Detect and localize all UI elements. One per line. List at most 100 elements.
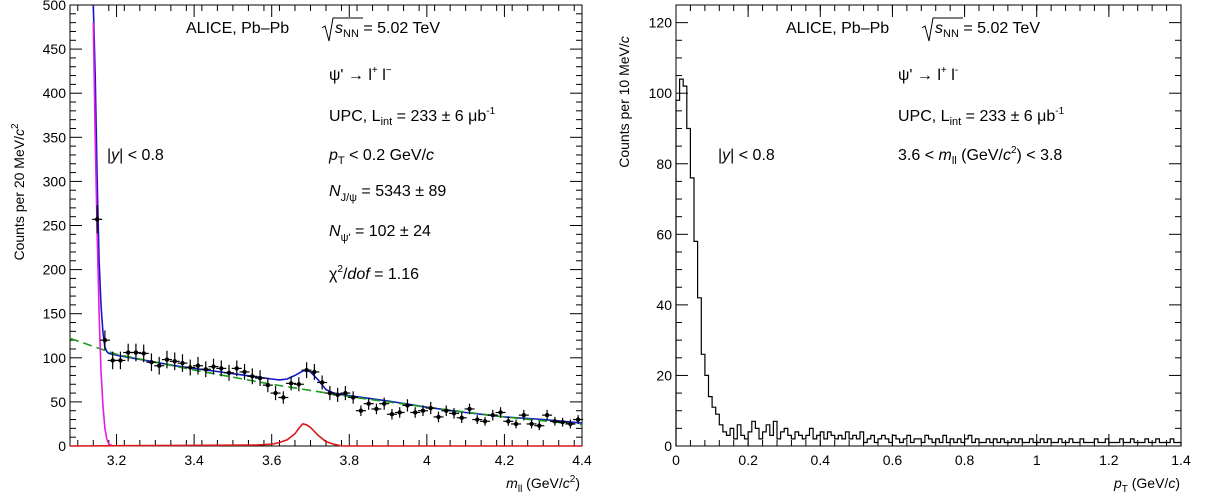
- right-luminosity-annotation: UPC, Lint = 233 ± 6 μb-1: [898, 106, 1065, 128]
- left-x-tick-label: 3.8: [340, 452, 360, 468]
- left-data-marker: [149, 360, 154, 365]
- left-data-point: [449, 408, 459, 419]
- left-data-point: [255, 370, 266, 387]
- left-data-marker: [94, 217, 100, 222]
- right-x-tick-label: 0: [672, 452, 680, 468]
- left-data-marker: [521, 412, 527, 418]
- left-data-point: [146, 353, 157, 372]
- right-x-ticks: 0 0.2 0.4 0.6 0.8 1 1.2 1.4: [672, 5, 1191, 468]
- left-data-point: [286, 376, 297, 391]
- left-data-point: [177, 354, 188, 372]
- left-data-marker: [110, 358, 115, 363]
- left-data-points: [92, 205, 584, 431]
- left-data-point: [386, 408, 397, 420]
- left-data-marker: [203, 367, 208, 372]
- left-energy-annotation: sNN = 5.02 TeV: [321, 17, 440, 42]
- left-data-point: [200, 361, 211, 378]
- left-data-marker: [102, 337, 108, 343]
- left-data-marker: [296, 382, 302, 387]
- left-data-marker: [405, 403, 410, 408]
- left-data-point: [355, 405, 366, 417]
- right-x-tick-label: 1.2: [1099, 452, 1119, 468]
- left-njpsi-annotation: NJ/ψ = 5343 ± 89: [329, 183, 446, 204]
- left-data-marker: [319, 380, 325, 385]
- left-data-point: [379, 397, 390, 410]
- left-data-point: [92, 205, 103, 234]
- left-data-point: [270, 386, 281, 401]
- left-data-point: [402, 399, 413, 412]
- right-y-tick-label: 80: [656, 156, 672, 172]
- left-decay-annotation: ψ' → l+ l−: [329, 65, 392, 84]
- left-system-annotation: ALICE, Pb–Pb: [186, 20, 289, 37]
- left-data-point: [332, 387, 343, 402]
- left-x-tick-label: 3.6: [262, 452, 282, 468]
- left-data-marker: [451, 411, 457, 416]
- left-data-marker: [482, 419, 488, 424]
- left-data-marker: [381, 401, 387, 406]
- left-data-marker: [366, 401, 371, 406]
- left-data-point: [138, 344, 149, 363]
- left-data-marker: [490, 412, 495, 418]
- left-data-point: [216, 360, 227, 377]
- left-data-marker: [265, 382, 271, 388]
- left-data-point: [526, 419, 537, 429]
- left-data-marker: [467, 406, 472, 412]
- left-data-marker: [211, 364, 216, 369]
- left-data-marker: [397, 410, 402, 415]
- left-data-point: [433, 411, 444, 423]
- right-x-tick-label: 0.2: [738, 452, 758, 468]
- left-y-tick-label: 400: [43, 85, 67, 101]
- right-decay-annotation: ψ' → l+ l-: [898, 65, 958, 84]
- left-data-marker: [234, 366, 239, 371]
- svg-text:sNN = 5.02 TeV: sNN = 5.02 TeV: [335, 20, 440, 40]
- jpsi-tail-curve: [92, 22, 114, 447]
- right-x-tick-label: 0.6: [883, 452, 903, 468]
- left-data-marker: [374, 406, 379, 412]
- left-data-marker: [436, 414, 441, 420]
- left-data-point: [511, 419, 522, 429]
- left-data-point: [534, 421, 545, 431]
- left-data-marker: [257, 375, 263, 381]
- left-data-marker: [288, 381, 294, 386]
- right-y-axis-label: Counts per 10 MeV/c: [616, 36, 632, 168]
- left-x-tick-label: 4.2: [495, 452, 515, 468]
- left-luminosity-annotation: UPC, Lint = 233 ± 6 μb-1: [329, 106, 496, 128]
- left-data-marker: [358, 408, 364, 413]
- left-data-point: [456, 412, 467, 424]
- right-y-tick-label: 100: [649, 85, 673, 101]
- left-rapidity-annotation: |y| < 0.8: [107, 147, 164, 164]
- left-x-tick-label: 3.2: [107, 452, 127, 468]
- right-y-tick-label: 40: [656, 297, 672, 313]
- left-data-marker: [513, 421, 519, 427]
- left-data-marker: [444, 408, 449, 413]
- left-y-tick-label: 350: [43, 129, 67, 145]
- left-data-marker: [498, 410, 503, 415]
- left-y-tick-label: 500: [43, 0, 67, 13]
- left-data-point: [324, 386, 335, 401]
- left-data-marker: [413, 410, 418, 415]
- left-y-ticks: 0 50 100 150 200 250 300 350 400 450 500: [43, 0, 582, 454]
- left-x-tick-label: 4: [423, 452, 431, 468]
- right-panel: 0 20 40 60 80 100 120 0 0.2 0.4 0.6 0.8 1 1.2 1.4 Cou…: [616, 4, 1191, 495]
- right-x-axis-label: pT (GeV/c): [1113, 475, 1180, 495]
- right-y-tick-label: 20: [656, 367, 672, 383]
- left-data-marker: [188, 365, 193, 370]
- left-data-marker: [350, 395, 356, 400]
- right-sqrt-sign: [921, 17, 963, 42]
- left-data-point: [417, 405, 428, 417]
- left-data-marker: [475, 417, 480, 422]
- left-data-point: [169, 352, 180, 371]
- left-data-marker: [312, 369, 317, 375]
- left-data-marker: [575, 417, 581, 422]
- right-x-tick-label: 1.4: [1171, 452, 1191, 468]
- left-sqrt-sign: [321, 17, 363, 42]
- left-y-tick-label: 200: [43, 262, 67, 278]
- left-data-marker: [420, 408, 426, 413]
- left-data-point: [154, 356, 165, 375]
- svg-text:sNN = 5.02 TeV: sNN = 5.02 TeV: [935, 20, 1040, 40]
- left-data-point: [363, 397, 374, 410]
- left-data-marker: [125, 350, 131, 355]
- left-data-marker: [118, 358, 123, 363]
- left-data-point: [309, 363, 320, 380]
